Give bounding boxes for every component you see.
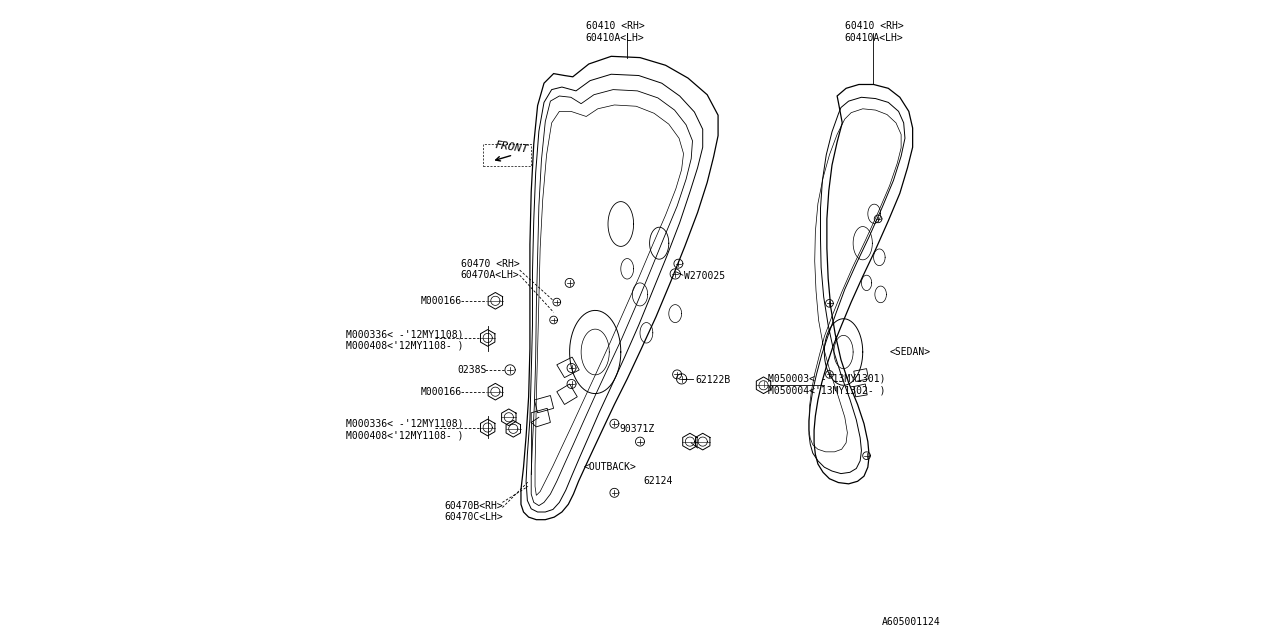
Text: W270025: W270025 — [684, 271, 724, 282]
Text: 60470 <RH>: 60470 <RH> — [461, 259, 520, 269]
Text: <OUTBACK>: <OUTBACK> — [584, 462, 636, 472]
Text: 60470C<LH>: 60470C<LH> — [445, 512, 503, 522]
Text: A605001124: A605001124 — [882, 617, 941, 627]
Text: M000408<'12MY1108- ): M000408<'12MY1108- ) — [346, 430, 463, 440]
Text: M000166: M000166 — [420, 387, 462, 397]
Text: 0238S: 0238S — [458, 365, 486, 375]
Text: M000336< -'12MY1108): M000336< -'12MY1108) — [346, 329, 463, 339]
Text: M000408<'12MY1108- ): M000408<'12MY1108- ) — [346, 340, 463, 351]
Text: M050003< -'13MY1301): M050003< -'13MY1301) — [768, 374, 886, 384]
Text: 60470B<RH>: 60470B<RH> — [445, 500, 503, 511]
Text: 60470A<LH>: 60470A<LH> — [461, 270, 520, 280]
Text: 90371Z: 90371Z — [620, 424, 654, 434]
Text: FRONT: FRONT — [494, 140, 529, 154]
Text: 60410A<LH>: 60410A<LH> — [585, 33, 644, 44]
Text: 62122B: 62122B — [696, 375, 731, 385]
Text: M050004<'13MY1302- ): M050004<'13MY1302- ) — [768, 385, 886, 396]
Text: M000336< -'12MY1108): M000336< -'12MY1108) — [346, 419, 463, 429]
Text: 60410 <RH>: 60410 <RH> — [845, 20, 904, 31]
Text: 62124: 62124 — [644, 476, 672, 486]
Text: <SEDAN>: <SEDAN> — [890, 347, 931, 357]
Text: 60410 <RH>: 60410 <RH> — [585, 20, 644, 31]
Text: 60410A<LH>: 60410A<LH> — [845, 33, 904, 44]
Text: M000166: M000166 — [420, 296, 462, 306]
